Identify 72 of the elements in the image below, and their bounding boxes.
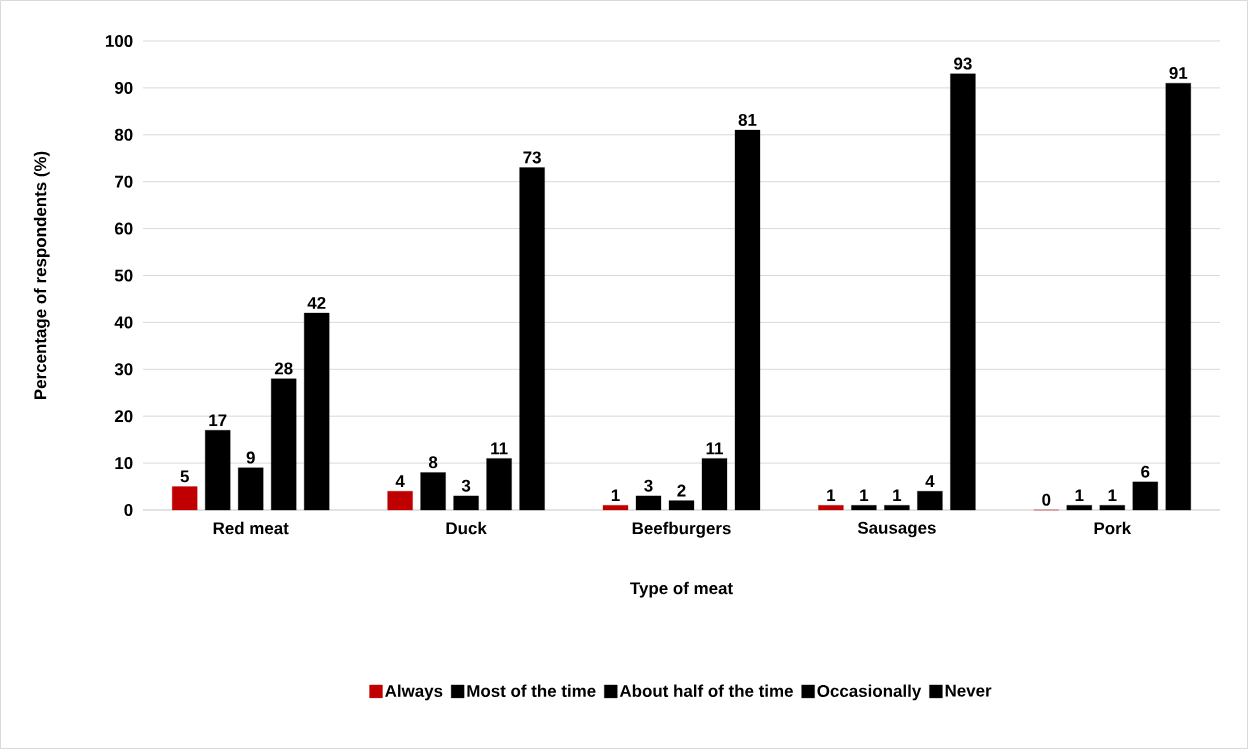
data-label: 8 [428, 456, 438, 469]
bar [818, 505, 844, 511]
data-label: 2 [677, 484, 686, 497]
data-label: 9 [246, 451, 255, 464]
data-label: 3 [461, 479, 471, 492]
data-label: 17 [209, 414, 227, 427]
y-tick-label: 70 [115, 175, 133, 188]
bar [701, 458, 728, 511]
y-tick-label: 90 [114, 81, 133, 94]
y-tick-label: 80 [114, 128, 133, 141]
legend-label: Always [385, 684, 443, 701]
bar [271, 378, 297, 511]
bar [205, 430, 231, 511]
bar [172, 486, 198, 511]
legend-label: Occasionally [817, 684, 922, 701]
data-label: 1 [893, 489, 902, 502]
legend-label: Most of the time [467, 684, 596, 697]
data-label: 1 [1075, 489, 1084, 502]
y-tick-label: 100 [105, 34, 133, 47]
y-tick-label: 50 [114, 269, 133, 282]
bar [420, 472, 446, 511]
data-label: 42 [307, 296, 326, 309]
data-label: 6 [1141, 465, 1150, 478]
bar [1066, 505, 1092, 511]
bar [917, 491, 943, 511]
bar [851, 505, 877, 511]
bar [950, 73, 976, 511]
x-tick-label: Pork [1094, 521, 1132, 535]
data-label: 91 [1169, 67, 1188, 79]
data-label: 4 [925, 475, 935, 488]
y-tick-label: 30 [114, 363, 133, 376]
y-tick-label: 60 [114, 222, 133, 235]
data-label: 28 [274, 362, 293, 375]
y-tick-label: 0 [124, 503, 133, 516]
data-label: 1 [827, 489, 836, 502]
data-label: 11 [491, 442, 508, 455]
bar [453, 495, 479, 511]
x-tick-label: Red meat [213, 521, 289, 535]
bar [519, 167, 545, 511]
bar [486, 458, 512, 511]
data-label: 93 [954, 57, 972, 70]
bar [635, 495, 662, 511]
data-label: 5 [180, 470, 189, 483]
bar [1132, 481, 1158, 511]
y-tick-label: 40 [114, 316, 133, 329]
y-axis-title: Percentage of respondents (%) [33, 151, 50, 400]
data-label: 81 [738, 113, 757, 126]
data-label: 0 [1042, 493, 1051, 506]
y-tick-label: 20 [114, 410, 133, 423]
x-axis-title: Type of meat [630, 581, 733, 598]
x-tick-label: Sausages [857, 521, 936, 538]
bar [1099, 505, 1125, 511]
bar [304, 312, 330, 511]
bar [1165, 83, 1191, 511]
data-label: 3 [644, 479, 653, 492]
x-tick-label: Beefburgers [632, 521, 731, 538]
bar [387, 491, 413, 511]
data-label: 1 [611, 489, 620, 502]
data-label: 1 [860, 489, 869, 502]
legend-label: About half of the time [619, 684, 793, 697]
y-tick-label: 10 [115, 457, 133, 470]
bar [602, 505, 629, 511]
legend-label: Never [945, 684, 992, 697]
bar [884, 505, 910, 511]
data-label: 1 [1108, 489, 1117, 502]
bar [668, 500, 695, 511]
bar [238, 467, 264, 511]
data-label: 73 [523, 151, 541, 164]
bar [734, 129, 761, 511]
data-label: 11 [706, 442, 723, 455]
data-label: 4 [395, 475, 405, 488]
x-tick-label: Duck [446, 521, 487, 535]
